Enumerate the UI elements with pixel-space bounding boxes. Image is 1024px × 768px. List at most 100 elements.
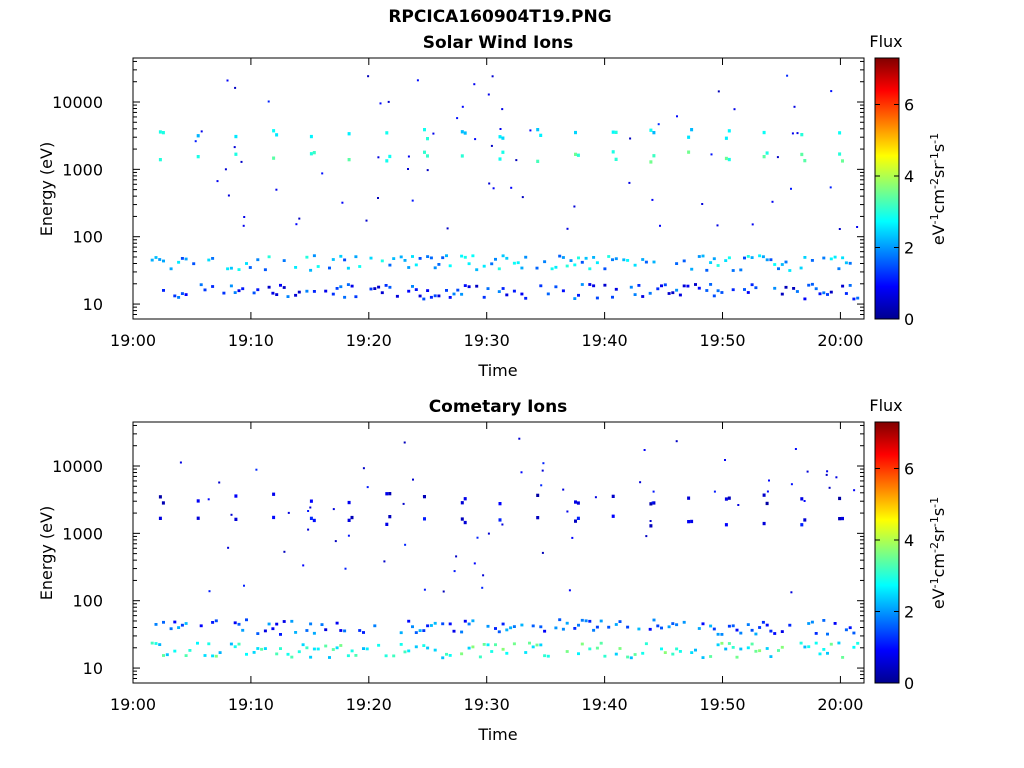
spectrogram-cell <box>162 654 165 657</box>
spectrogram-cell <box>426 624 430 628</box>
spectrogram-cell <box>637 284 641 287</box>
spectrogram-cell <box>580 642 584 646</box>
spectrogram-cell <box>543 260 547 264</box>
spectrogram-cell <box>644 642 648 646</box>
spectrogram-cell <box>399 631 403 635</box>
spectrogram-cell <box>629 285 633 289</box>
spectrogram-cell <box>384 654 388 658</box>
spectrogram-cell <box>743 288 746 291</box>
spectrogram-cell <box>279 633 282 636</box>
spectrogram-cell <box>648 291 652 295</box>
x-tick-label: 19:50 <box>699 695 745 714</box>
x-tick-label: 19:10 <box>228 695 274 714</box>
spectrogram-cell <box>769 629 773 633</box>
spectrogram-cell <box>746 623 750 626</box>
x-tick-label: 19:40 <box>582 695 628 714</box>
spectrogram-cell <box>422 644 426 647</box>
spectrogram-cell <box>383 560 386 563</box>
spectrogram-cell <box>208 590 211 593</box>
spectrogram-cell <box>543 629 547 633</box>
spectrogram-cell <box>460 154 464 158</box>
spectrogram-cell <box>233 146 236 149</box>
spectrogram-cell <box>762 155 766 159</box>
spectrogram-cell <box>404 543 407 546</box>
spectrogram-cell <box>724 459 726 461</box>
x-axis: 19:00 19:10 19:20 19:30 19:40 19:50 20:00 <box>110 422 863 714</box>
spectrogram-cell <box>780 630 784 633</box>
spectrogram-cell <box>536 159 540 163</box>
spectrogram-cell <box>339 285 343 289</box>
spectrogram-cell <box>652 490 655 493</box>
spectrogram-cell <box>158 258 162 261</box>
spectrogram-cell <box>649 520 652 522</box>
spectrogram-cell <box>844 628 848 632</box>
spectrogram-cell <box>471 645 475 649</box>
spectrogram-cell <box>712 627 716 631</box>
spectrogram-cell <box>649 502 653 506</box>
x-axis-label: Time <box>477 725 517 744</box>
spectrogram-cell <box>316 265 320 268</box>
spectrogram-cell <box>512 625 516 628</box>
spectrogram-cell <box>486 643 490 647</box>
spectrogram-cell <box>158 495 162 499</box>
spectrogram-cell <box>716 643 720 647</box>
spectrogram-cell <box>437 263 441 266</box>
spectrogram-cell <box>365 219 368 222</box>
spectrogram-cell <box>690 128 694 132</box>
spectrogram-cell <box>252 291 256 295</box>
spectrogram-cell <box>717 90 720 93</box>
y-tick-label: 1000 <box>62 524 103 543</box>
spectrogram-data <box>150 74 860 301</box>
spectrogram-cell <box>267 285 271 289</box>
spectrogram-cell <box>735 655 739 659</box>
spectrogram-cell <box>373 287 377 290</box>
spectrogram-cell <box>448 622 452 626</box>
spectrogram-cell <box>498 518 502 522</box>
spectrogram-cell <box>848 626 852 630</box>
spectrogram-cell <box>177 296 181 299</box>
spectrogram-cell <box>350 515 354 520</box>
spectrogram-cell <box>810 282 814 286</box>
spectrogram-cell <box>645 535 648 538</box>
spectrogram-cell <box>520 292 524 296</box>
spectrogram-cell <box>411 255 414 258</box>
spectrogram-cell <box>411 625 414 629</box>
spectrogram-cell <box>761 255 765 259</box>
spectrogram-cell <box>490 650 494 653</box>
spectrogram-cell <box>184 654 188 657</box>
spectrogram-cell <box>690 519 694 524</box>
spectrogram-cell <box>713 490 716 493</box>
spectrogram-cell <box>309 152 313 156</box>
spectrogram-cell <box>341 201 344 204</box>
spectrogram-cell <box>487 532 490 535</box>
spectrogram-cell <box>307 528 310 531</box>
spectrogram-cell <box>463 131 467 135</box>
spectrogram-cell <box>660 626 663 630</box>
spectrogram-cell <box>611 150 615 154</box>
spectrogram-cell <box>272 515 276 520</box>
spectrogram-cell <box>385 159 389 163</box>
spectrogram-cell <box>806 470 809 473</box>
spectrogram-cell <box>833 622 837 625</box>
spectrogram-cell <box>614 257 618 261</box>
spectrogram-cell <box>475 284 479 288</box>
y-tick-label: 10000 <box>52 457 103 476</box>
spectrogram-cell <box>826 470 829 473</box>
spectrogram-cell <box>407 168 409 170</box>
spectrogram-cell <box>366 486 369 489</box>
spectrogram-cell <box>388 154 392 159</box>
spectrogram-cell <box>184 257 188 261</box>
spectrogram-cell <box>810 620 814 624</box>
spectrogram-cell <box>803 645 807 649</box>
spectrogram-cell <box>463 520 467 525</box>
spectrogram-cell <box>463 619 467 623</box>
spectrogram-cell <box>539 133 543 137</box>
spectrogram-cell <box>456 117 459 120</box>
spectrogram-cell <box>418 294 422 298</box>
spectrogram-cell <box>716 264 720 267</box>
spectrogram-cell <box>520 266 524 270</box>
spectrogram-cell <box>611 258 614 262</box>
spectrogram-cell <box>229 284 233 288</box>
spectrogram-cell <box>780 645 784 649</box>
spectrogram-cell <box>297 650 301 654</box>
